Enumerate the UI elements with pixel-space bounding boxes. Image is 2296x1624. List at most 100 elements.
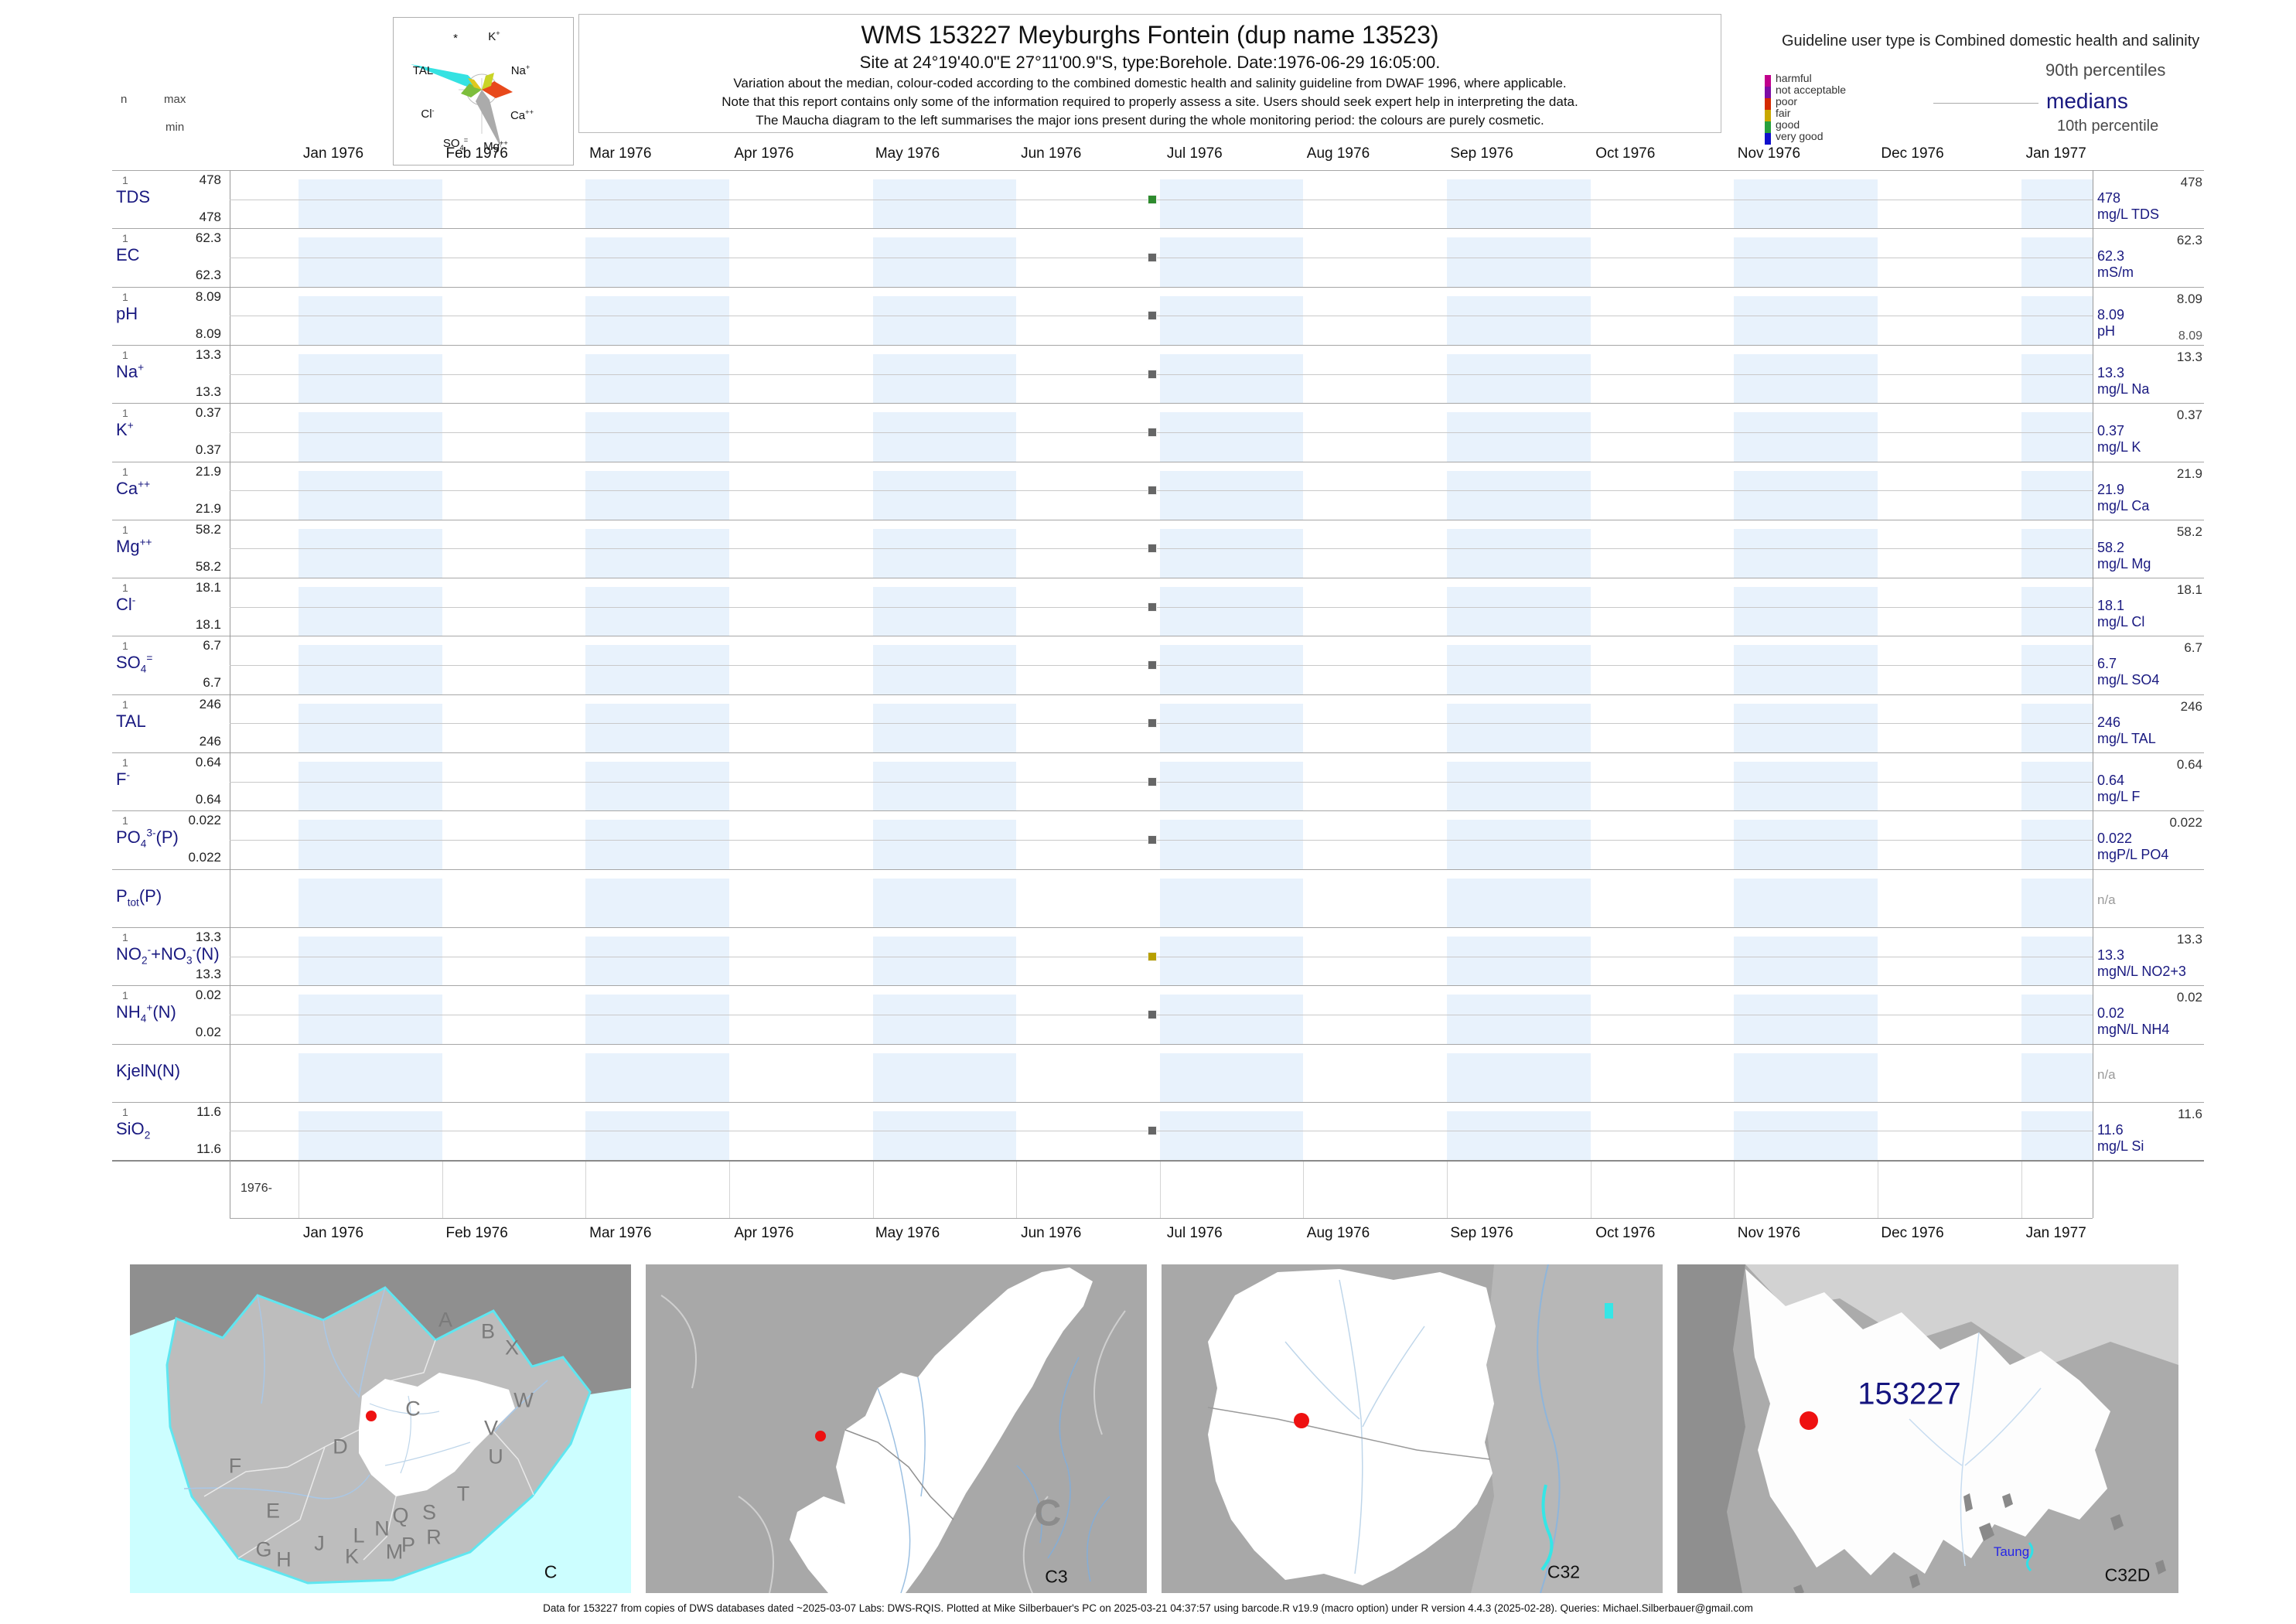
drainage-region-letter-M: M <box>385 1540 404 1564</box>
note-line-3: The Maucha diagram to the left summarise… <box>756 113 1544 128</box>
drainage-region-letter-X: X <box>504 1336 520 1360</box>
p90-value-K: 0.37 <box>2176 408 2202 423</box>
sample-count-PO4: 1 <box>122 814 128 827</box>
p90-value-PO4: 0.022 <box>2169 815 2202 831</box>
sample-dot-EC <box>1148 252 1157 262</box>
sample-dot-PO4 <box>1148 834 1157 844</box>
period-band-gridline <box>728 1160 730 1218</box>
max-value-K: 0.37 <box>195 405 221 421</box>
month-label-top: Jun 1976 <box>1021 145 1082 162</box>
month-label-bottom: Apr 1976 <box>734 1225 794 1241</box>
sample-dot-TAL <box>1148 718 1157 728</box>
max-value-Mg: 58.2 <box>195 521 221 537</box>
min-value-Cl: 18.1 <box>195 617 221 633</box>
parameter-label-EC: EC <box>116 245 140 265</box>
sample-count-SiO2: 1 <box>122 1105 128 1118</box>
median-value-TAL: 246 <box>2097 714 2121 730</box>
min-value-SiO2: 11.6 <box>196 1141 221 1156</box>
chart-bottom-border <box>230 1218 2093 1219</box>
sample-count-Mg: 1 <box>122 523 128 536</box>
median-value-Mg: 58.2 <box>2097 539 2125 555</box>
min-value-Na: 13.3 <box>195 384 221 399</box>
sample-count-SO4: 1 <box>122 640 128 653</box>
month-label-top: Jan 1976 <box>302 145 364 162</box>
parameter-label-KjelN: KjelN(N) <box>116 1060 181 1080</box>
median-value-Ca: 21.9 <box>2097 481 2125 497</box>
month-label-bottom: Jan 1976 <box>302 1225 364 1241</box>
median-value-NH4: 0.02 <box>2097 1005 2125 1022</box>
sample-count-EC: 1 <box>122 232 128 245</box>
site-location-dot <box>1800 1411 1818 1430</box>
sample-dot-TDS <box>1148 194 1157 204</box>
legend-label-poor: poor <box>1776 95 1798 107</box>
p90-value-EC: 62.3 <box>2176 233 2202 248</box>
period-band-gridline <box>1590 1160 1592 1218</box>
drainage-region-letter-G: G <box>255 1537 272 1561</box>
parameter-label-TDS: TDS <box>116 187 150 206</box>
unit-F: mg/L F <box>2097 789 2141 804</box>
unit-PO4: mgP/L PO4 <box>2097 847 2169 863</box>
sample-dot-Mg <box>1148 544 1157 554</box>
row-separator-line <box>112 403 2204 404</box>
month-label-bottom: Jun 1976 <box>1021 1225 1082 1241</box>
maucha-ion-label: Mg++ <box>483 139 508 153</box>
min-value-NO2+NO3: 13.3 <box>195 966 221 981</box>
row-top-margin <box>230 228 2093 238</box>
legend-swatch-very-good <box>1765 133 1771 145</box>
drainage-region-letter-V: V <box>483 1416 499 1440</box>
sample-dot-F <box>1148 776 1157 786</box>
month-label-top: Aug 1976 <box>1306 145 1370 162</box>
median-line-K <box>230 432 2093 433</box>
row-separator-line <box>112 1160 2204 1162</box>
p90-value-Mg: 58.2 <box>2176 524 2202 539</box>
legend-label-fair: fair <box>1776 107 1791 119</box>
min-value-TAL: 246 <box>199 733 221 749</box>
parameter-label-NH4: NH4+(N) <box>116 1001 176 1025</box>
guideline-user-type-text: Guideline user type is Combined domestic… <box>1782 32 2200 49</box>
drainage-region-letter-L: L <box>353 1523 365 1547</box>
p90-value-Ca: 21.9 <box>2176 466 2202 481</box>
period-band-gridline <box>442 1160 443 1218</box>
min-value-F: 0.64 <box>195 792 221 807</box>
row-top-margin <box>230 694 2093 704</box>
max-value-Ca: 21.9 <box>195 463 221 479</box>
sample-dot-NO2+NO3 <box>1148 951 1157 961</box>
drainage-region-letter-B: B <box>480 1319 496 1343</box>
map-c3-art <box>646 1264 1147 1593</box>
drainage-region-letter-T: T <box>456 1482 470 1506</box>
median-line-SO4 <box>230 665 2093 667</box>
row-separator-line <box>112 344 2204 346</box>
month-label-top: Jul 1976 <box>1166 145 1223 162</box>
period-band-gridline <box>1303 1160 1305 1218</box>
legend-label-good: good <box>1776 118 1800 131</box>
row-separator-line <box>112 170 2204 171</box>
site-location-dot <box>1294 1413 1309 1428</box>
p90-value-pH: 8.09 <box>2176 291 2202 306</box>
parameter-label-F: F- <box>116 769 130 789</box>
col-header-n: n <box>121 93 128 106</box>
unit-Cl: mg/L Cl <box>2097 614 2145 630</box>
na-value-KjelN: n/a <box>2097 1066 2116 1082</box>
max-value-F: 0.64 <box>195 755 221 769</box>
median-line-Mg <box>230 548 2093 550</box>
map-drainage-region-c3: C C3 <box>646 1264 1147 1593</box>
month-label-bottom: Feb 1976 <box>445 1225 508 1241</box>
map-panel-label-C3: C3 <box>1045 1566 1068 1587</box>
max-value-TAL: 246 <box>199 696 221 711</box>
period-band-gridline <box>1159 1160 1161 1218</box>
unit-K: mg/L K <box>2097 439 2141 455</box>
max-value-NH4: 0.02 <box>195 988 221 1003</box>
median-value-pH: 8.09 <box>2097 306 2125 322</box>
sample-dot-K <box>1148 427 1157 437</box>
month-label-bottom: Nov 1976 <box>1737 1225 1801 1241</box>
site-location-dot <box>815 1431 826 1441</box>
row-top-margin <box>230 461 2093 471</box>
max-value-SO4: 6.7 <box>203 638 221 653</box>
sample-count-F: 1 <box>122 756 128 769</box>
maucha-ion-label: SO4= <box>442 136 469 152</box>
town-label-taung: Taung <box>1993 1544 2030 1559</box>
period-band-gridline <box>2021 1160 2022 1218</box>
p90-value-Cl: 18.1 <box>2176 582 2202 598</box>
map-c32-art <box>1162 1264 1663 1593</box>
